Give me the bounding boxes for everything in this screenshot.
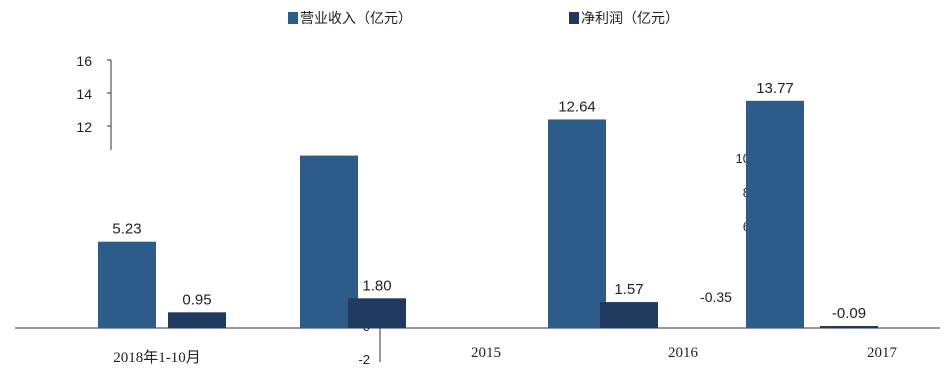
data-labels-group: 5.23 12.64 13.77 0.95 1.80 1.57 -0.09 [112, 80, 866, 322]
data-label-revenue: 12.64 [558, 98, 596, 115]
y-axis-left: 16 14 12 [76, 53, 112, 150]
data-label-profit: 0.95 [182, 291, 211, 308]
bars-group [98, 100, 878, 328]
data-label-profit: 1.80 [362, 277, 391, 294]
legend-swatch-revenue [288, 12, 298, 24]
bar-profit [600, 302, 658, 328]
data-label-revenue: 13.77 [756, 80, 794, 97]
legend-label-revenue: 营业收入（亿元） [300, 10, 412, 26]
y-tick-label: 12 [76, 119, 92, 135]
bar-revenue [746, 100, 804, 328]
data-label-revenue: 5.23 [112, 221, 141, 238]
legend-label-profit: 净利润（亿元） [581, 10, 679, 26]
y-tick-label: 16 [76, 53, 92, 69]
x-axis-labels: 2018年1-10月 2015 2016 2017 [113, 345, 897, 366]
bar-profit [820, 326, 878, 328]
x-tick-label: 2018年1-10月 [113, 349, 201, 366]
data-label-extra: -0.35 [700, 289, 732, 305]
data-label-profit: 1.57 [614, 281, 643, 298]
x-tick-label: 2015 [471, 345, 501, 361]
y-tick-label: 14 [76, 86, 92, 102]
data-label-profit: -0.09 [832, 305, 866, 322]
y-tick-label: -2 [358, 352, 370, 367]
legend: 营业收入（亿元） 净利润（亿元） [288, 10, 679, 26]
bar-revenue [98, 241, 156, 328]
x-tick-label: 2016 [668, 345, 699, 361]
bar-profit [168, 312, 226, 328]
x-tick-label: 2017 [867, 345, 898, 361]
legend-swatch-profit [569, 12, 579, 24]
bar-revenue [548, 119, 606, 328]
bar-profit [348, 298, 406, 328]
